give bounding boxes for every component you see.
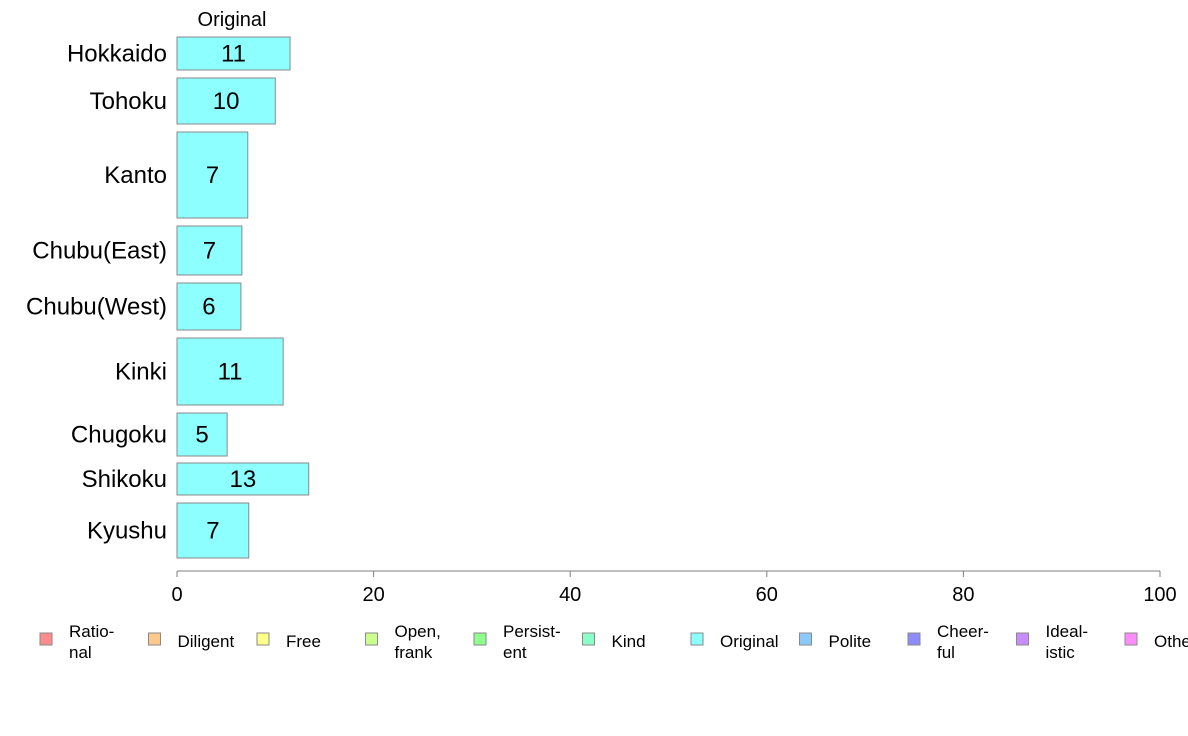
legend-swatch [799, 632, 812, 646]
x-tick-label: 80 [952, 584, 974, 606]
bar-chubu-west [176, 282, 242, 331]
bar-chubu-east [176, 225, 243, 276]
legend-swatch [148, 632, 161, 646]
legend-label: Polite [829, 632, 872, 651]
value-label: 10 [213, 88, 240, 115]
legend-swatch [39, 632, 53, 646]
legend: Ratio-nal Diligent Free Open, frank Persist-e… [39, 622, 1188, 662]
bar-kanto [176, 131, 249, 219]
value-label: 11 [221, 41, 246, 68]
value-label: 6 [202, 294, 215, 321]
category-label: Chubu(West) [26, 294, 167, 321]
category-label: Kyushu [87, 518, 167, 545]
bar-shikoku [176, 462, 310, 496]
x-tick-label: 100 [1143, 584, 1176, 606]
value-label: 7 [203, 238, 216, 265]
category-label: Kinki [115, 359, 167, 386]
legend-label: Free [286, 632, 321, 651]
x-tick-label: 0 [171, 584, 182, 606]
value-label: 7 [206, 162, 219, 189]
legend-swatch [582, 632, 595, 646]
x-tick-label: 20 [362, 584, 384, 606]
legend-swatch [1124, 632, 1138, 646]
legend-swatch [473, 632, 487, 646]
value-label: 7 [206, 518, 219, 545]
legend-label: Open, frank [395, 622, 441, 662]
bar-hokkaido [176, 36, 291, 71]
category-label: Chubu(East) [32, 238, 167, 265]
legend-label: Kind [612, 632, 646, 651]
category-label: Kanto [104, 162, 167, 189]
legend-label: Original [720, 632, 779, 651]
category-label: Tohoku [90, 88, 167, 115]
category-label: Hokkaido [67, 41, 167, 68]
bar-kinki [176, 337, 284, 406]
legend-swatch [1016, 632, 1029, 646]
value-label: 13 [230, 466, 257, 493]
legend-label: Ratio-nal [69, 622, 114, 662]
category-label: Shikoku [82, 466, 167, 493]
x-axis: 0 20 40 60 80 100 [171, 570, 1177, 606]
x-tick-label: 60 [756, 584, 778, 606]
bar-kyushu [176, 502, 250, 559]
legend-label: Persist-ent [503, 622, 561, 662]
legend-label: Others [1154, 632, 1188, 651]
legend-label: Ideal-istic [1046, 622, 1089, 662]
legend-swatch [365, 632, 378, 646]
bar-tohoku [176, 77, 276, 125]
legend-label: Diligent [178, 632, 235, 651]
value-label: 5 [195, 422, 208, 449]
bar-chugoku [176, 412, 228, 457]
category-label: Chugoku [71, 422, 167, 449]
value-label: 11 [218, 359, 243, 386]
legend-swatch [907, 632, 921, 646]
legend-swatch [256, 632, 270, 646]
legend-swatch [690, 632, 704, 646]
x-tick-label: 40 [559, 584, 581, 606]
legend-label: Cheer-ful [937, 622, 989, 662]
bars-group: Hokkaido 11 Tohoku 10 Kanto 7 Chubu(East) 7 Chub… [26, 36, 310, 559]
series-title: Original [198, 9, 267, 31]
